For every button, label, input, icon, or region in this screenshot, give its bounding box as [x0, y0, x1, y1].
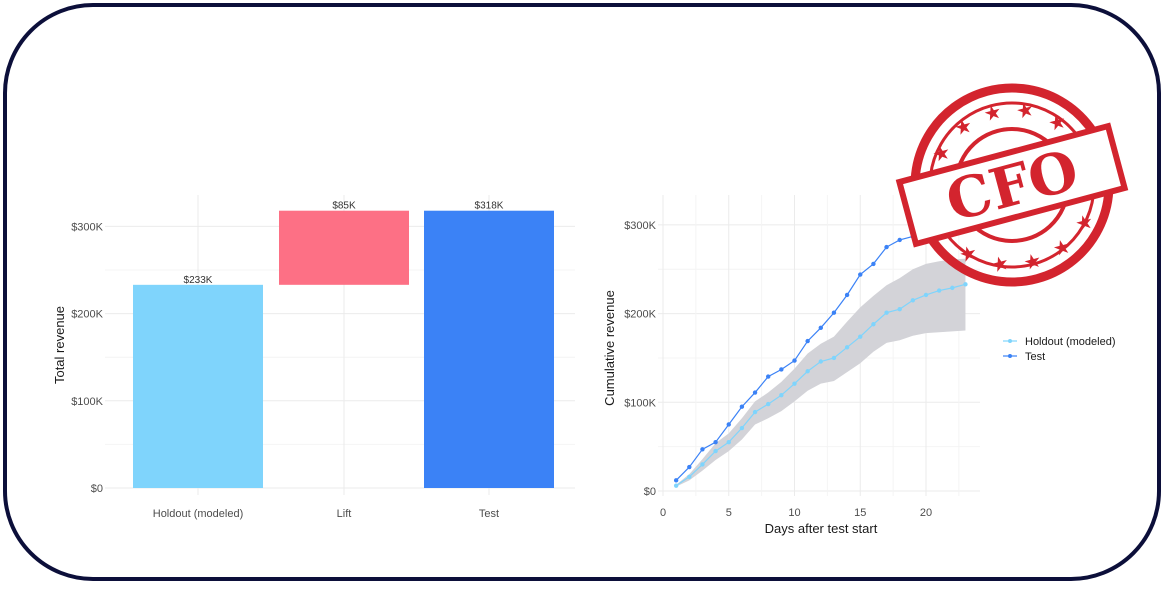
data-point	[792, 358, 797, 363]
data-point	[871, 261, 876, 267]
svg-text:★: ★	[1046, 108, 1070, 136]
data-point	[673, 478, 679, 483]
legend-marker	[1008, 354, 1012, 358]
bar-test	[424, 210, 554, 489]
x-tick-label: 20	[920, 507, 932, 519]
data-point	[818, 325, 823, 330]
x-tick-label: Test	[479, 508, 499, 520]
data-point	[700, 447, 705, 452]
y-tick-label: $200K	[71, 309, 103, 321]
data-point	[739, 425, 745, 431]
holdout-confidence-band	[676, 258, 966, 487]
svg-text:★: ★	[1072, 209, 1096, 237]
bar-value-label: $318K	[475, 201, 504, 212]
data-point	[739, 404, 745, 409]
rounded-frame	[3, 3, 1161, 581]
data-point	[844, 345, 850, 350]
svg-text:★: ★	[988, 250, 1012, 278]
svg-text:★: ★	[981, 99, 1005, 127]
data-point	[871, 322, 876, 327]
data-point	[910, 298, 916, 303]
data-point	[897, 237, 902, 243]
data-point	[805, 369, 810, 374]
data-point	[831, 355, 837, 361]
svg-text:★: ★	[1013, 96, 1037, 124]
data-point	[858, 334, 863, 339]
data-point	[726, 440, 731, 445]
data-point	[752, 390, 758, 395]
data-point	[844, 292, 850, 298]
legend-label: Test	[1025, 351, 1045, 363]
x-tick-label: 10	[788, 507, 800, 519]
data-point	[818, 359, 823, 364]
x-tick-label: 0	[660, 507, 666, 519]
svg-text:★: ★	[930, 139, 954, 167]
data-point	[726, 422, 731, 427]
data-point	[897, 306, 902, 312]
data-point	[687, 474, 692, 480]
x-tick-label: Holdout (modeled)	[153, 508, 244, 520]
y-tick-label: $0	[644, 486, 656, 498]
bar-value-label: $85K	[332, 201, 356, 212]
y-tick-label: $300K	[71, 221, 103, 233]
data-point	[752, 409, 758, 415]
x-tick-label: 15	[854, 507, 866, 519]
data-point	[884, 310, 889, 315]
data-point	[766, 374, 771, 379]
data-point	[792, 381, 797, 386]
data-point	[713, 448, 718, 454]
bar-value-label: $233K	[184, 275, 213, 286]
svg-text:★: ★	[1050, 233, 1074, 261]
data-point	[673, 483, 679, 488]
data-point	[805, 338, 810, 344]
y-axis-title: Cumulative revenue	[602, 290, 617, 406]
data-point	[687, 464, 692, 470]
data-point	[858, 272, 863, 277]
bar-lift	[279, 210, 409, 285]
y-axis-title: Total revenue	[52, 306, 67, 384]
svg-text:★: ★	[951, 113, 975, 141]
y-tick-label: $200K	[624, 309, 656, 321]
y-tick-label: $300K	[624, 220, 656, 232]
data-point	[766, 401, 771, 407]
y-tick-label: $100K	[71, 396, 103, 408]
x-tick-label: Lift	[337, 508, 352, 520]
data-point	[950, 285, 955, 291]
y-tick-label: $0	[91, 483, 103, 495]
svg-text:★: ★	[957, 240, 981, 268]
legend-label: Holdout (modeled)	[1025, 336, 1116, 348]
legend-marker	[1008, 339, 1012, 343]
data-point	[831, 310, 837, 315]
bar-holdout-modeled-	[133, 284, 263, 488]
data-point	[713, 440, 718, 445]
data-point	[779, 393, 784, 398]
data-point	[779, 367, 784, 372]
data-point	[963, 282, 968, 287]
data-point	[936, 288, 942, 293]
data-point	[700, 462, 705, 467]
svg-text:★: ★	[1021, 247, 1045, 275]
x-tick-label: 5	[726, 507, 732, 519]
data-point	[923, 292, 929, 298]
y-tick-label: $100K	[624, 397, 656, 409]
data-point	[884, 244, 889, 250]
x-axis-title: Days after test start	[765, 521, 878, 536]
